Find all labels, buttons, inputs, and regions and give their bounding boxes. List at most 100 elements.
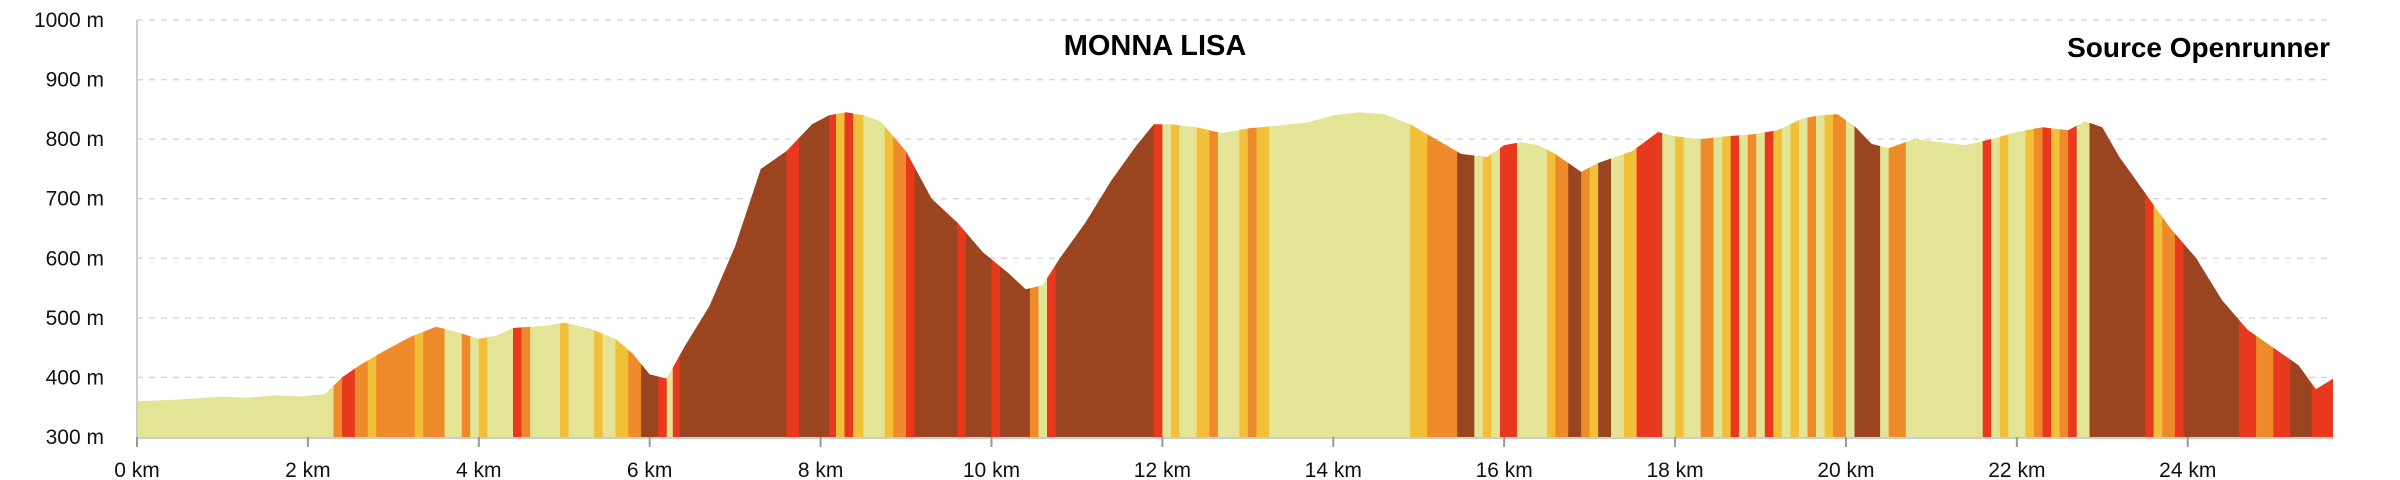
y-tick-label: 400 m xyxy=(46,366,104,389)
slope-band-steep xyxy=(2145,112,2155,437)
slope-band-gentle xyxy=(367,112,377,437)
slope-band-steep xyxy=(2311,112,2333,437)
slope-band-flat xyxy=(470,112,480,437)
slope-band-steep xyxy=(1153,112,1163,437)
chart-title: MONNA LISA xyxy=(1064,30,1247,62)
slope-band-steep xyxy=(991,112,1001,437)
slope-band-very-steep xyxy=(1457,112,1475,437)
slope-band-steep xyxy=(672,112,681,437)
slope-band-gentle xyxy=(1675,112,1685,437)
source-credit: Source Openrunner xyxy=(2067,32,2330,63)
slope-band-steep xyxy=(906,112,916,437)
slope-band-gentle xyxy=(560,112,570,437)
slope-band-flat xyxy=(1038,112,1048,437)
slope-band-gentle xyxy=(615,112,629,437)
slope-band-flat xyxy=(137,112,335,437)
slope-band-steep xyxy=(957,112,967,437)
slope-band-moderate xyxy=(2059,112,2069,437)
x-tick-label: 16 km xyxy=(1476,459,1533,480)
slope-band-flat xyxy=(1525,112,1548,437)
slope-band-gentle xyxy=(2025,112,2035,437)
slope-band-flat xyxy=(1756,112,1766,437)
slope-band-steep xyxy=(513,112,523,437)
slope-band-flat xyxy=(1179,112,1198,437)
slope-band-steep xyxy=(1982,112,1992,437)
slope-band-very-steep xyxy=(1598,112,1612,437)
slope-band-steep xyxy=(1636,112,1663,437)
slope-band-gentle xyxy=(1824,112,1834,437)
slope-band-flat xyxy=(1269,112,1411,437)
slope-band-flat xyxy=(666,112,674,437)
y-tick-label: 1000 m xyxy=(34,9,104,32)
x-tick-label: 0 km xyxy=(114,459,160,480)
slope-band-steep xyxy=(342,112,356,437)
slope-band-steep xyxy=(658,112,668,437)
slope-band-gentle xyxy=(853,112,864,437)
slope-band-gentle xyxy=(884,112,894,437)
slope-band-very-steep xyxy=(641,112,659,437)
slope-band-moderate xyxy=(1209,112,1219,437)
slope-band-moderate xyxy=(2033,112,2043,437)
x-tick-label: 4 km xyxy=(456,459,502,480)
slope-band-flat xyxy=(1845,112,1855,437)
x-tick-label: 20 km xyxy=(1817,459,1874,480)
slope-band-flat xyxy=(863,112,886,437)
slope-band-steep xyxy=(1730,112,1740,437)
x-tick-label: 2 km xyxy=(285,459,331,480)
slope-band-flat xyxy=(2076,112,2091,437)
slope-band-very-steep xyxy=(1854,112,1881,437)
slope-band-steep xyxy=(2042,112,2052,437)
slope-band-flat xyxy=(1217,112,1240,437)
slope-band-flat xyxy=(1611,112,1625,437)
slope-band-flat xyxy=(1781,112,1791,437)
y-tick-label: 600 m xyxy=(46,247,104,270)
slope-band-steep xyxy=(844,112,854,437)
slope-band-flat xyxy=(1517,112,1527,437)
slope-band-flat xyxy=(1662,112,1676,437)
slope-band-gentle xyxy=(1790,112,1800,437)
slope-band-flat xyxy=(530,112,561,437)
slope-band-flat xyxy=(1683,112,1702,437)
slope-band-very-steep xyxy=(2183,112,2240,437)
slope-band-gentle xyxy=(478,112,488,437)
slope-band-moderate xyxy=(1555,112,1569,437)
slope-band-steep xyxy=(1047,112,1057,437)
slope-band-steep xyxy=(2239,112,2257,437)
slope-band-gentle xyxy=(594,112,604,437)
x-tick-label: 18 km xyxy=(1646,459,1703,480)
slope-band-flat xyxy=(1799,112,1809,437)
x-tick-label: 14 km xyxy=(1305,459,1362,480)
y-tick-label: 500 m xyxy=(46,307,104,330)
slope-band-moderate xyxy=(354,112,369,437)
slope-band-gentle xyxy=(2153,112,2163,437)
slope-band-flat xyxy=(2008,112,2026,437)
slope-band-steep xyxy=(1764,112,1774,437)
slope-band-gentle xyxy=(1999,112,2009,437)
slope-band-steep xyxy=(2068,112,2078,437)
slope-band-moderate xyxy=(521,112,531,437)
slope-band-flat xyxy=(1739,112,1749,437)
slope-band-flat xyxy=(602,112,617,437)
slope-band-very-steep xyxy=(1055,112,1155,437)
slope-band-flat xyxy=(444,112,463,437)
slope-band-very-steep xyxy=(799,112,809,437)
slope-band-gentle xyxy=(1170,112,1180,437)
slope-band-gentle xyxy=(1546,112,1556,437)
slope-band-moderate xyxy=(1833,112,1847,437)
slope-band-moderate xyxy=(1581,112,1591,437)
slope-band-gentle xyxy=(2051,112,2061,437)
slope-band-moderate xyxy=(461,112,471,437)
slope-band-gentle xyxy=(1773,112,1783,437)
slope-band-flat xyxy=(1991,112,2001,437)
slope-band-flat xyxy=(1162,112,1172,437)
slope-band-moderate xyxy=(1700,112,1715,437)
y-tick-label: 700 m xyxy=(46,188,104,211)
slope-band-moderate xyxy=(423,112,446,437)
slope-band-gentle xyxy=(1410,112,1428,437)
slope-band-flat xyxy=(1816,112,1826,437)
x-tick-label: 8 km xyxy=(798,459,844,480)
slope-band-gentle xyxy=(1239,112,1249,437)
slope-band-gentle xyxy=(1623,112,1638,437)
slope-band-gentle xyxy=(836,112,846,437)
